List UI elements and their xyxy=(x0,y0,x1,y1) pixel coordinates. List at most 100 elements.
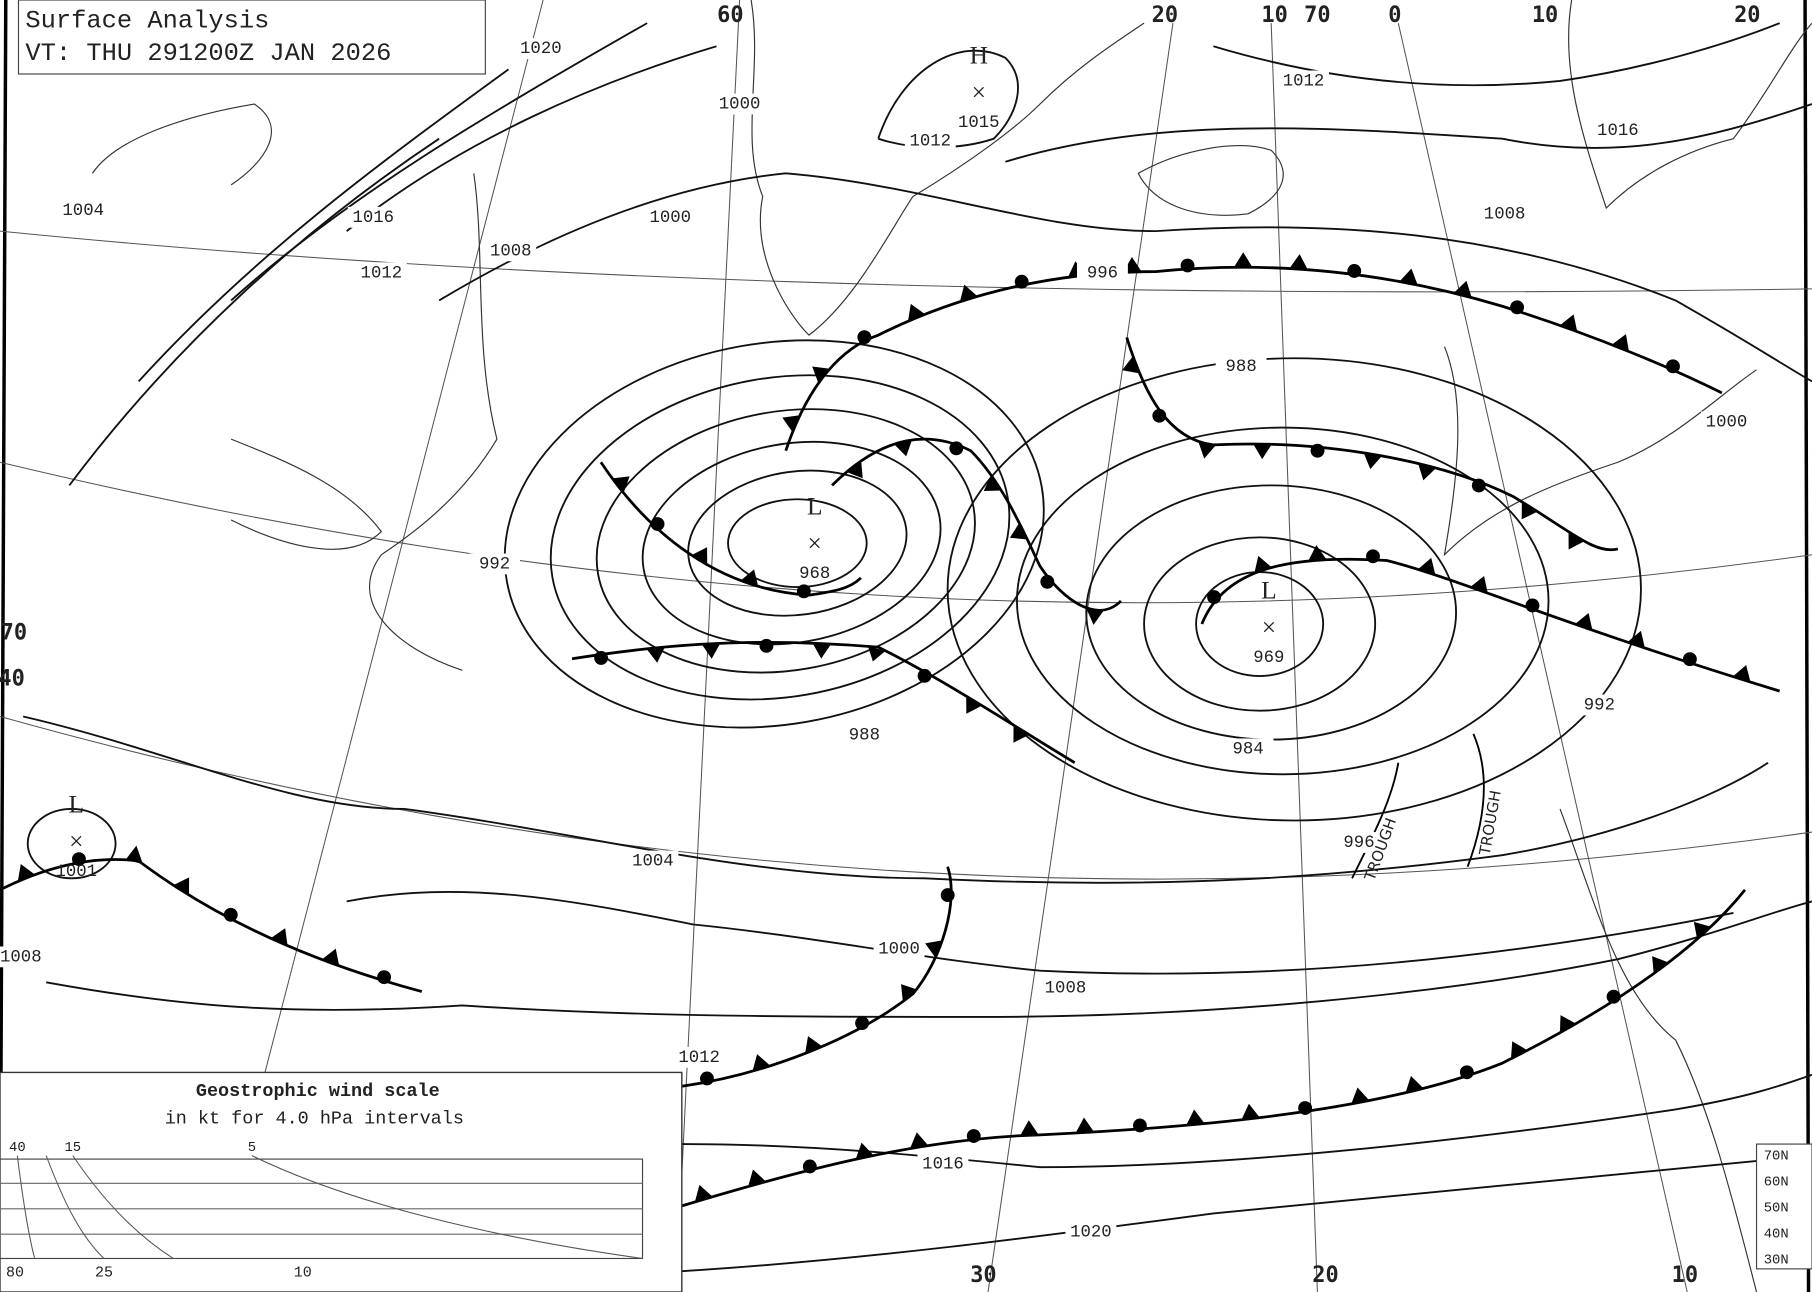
cold-front-symbol xyxy=(1470,575,1488,594)
cold-front-symbol xyxy=(1652,956,1669,974)
cold-front-symbol xyxy=(125,845,143,865)
cold-front-symbol xyxy=(846,460,863,479)
cold-front-symbol xyxy=(1559,314,1578,332)
cold-front-symbol xyxy=(17,863,35,882)
isobar-label-bg xyxy=(673,1046,725,1068)
cold-front-symbol xyxy=(1075,1117,1095,1134)
warm-front-symbol xyxy=(72,852,86,867)
grid-label: 10 xyxy=(1672,1263,1698,1288)
isobar-label: 1016 xyxy=(1597,122,1639,141)
warm-front-symbol xyxy=(1014,274,1029,289)
isobar-label-bg xyxy=(904,130,956,152)
grid-label: 30 xyxy=(970,1263,996,1288)
cold-front-symbol xyxy=(1405,1076,1424,1093)
isobar-label-bg xyxy=(1333,832,1385,853)
isobar-label-bg xyxy=(873,938,925,960)
warm-front-symbol xyxy=(700,1071,714,1086)
pressure-center-value: 968 xyxy=(799,565,830,584)
grid-label: 10 xyxy=(1261,3,1287,28)
isobar-label: 992 xyxy=(1584,697,1615,716)
warm-front-symbol xyxy=(1152,408,1167,423)
pressure-center-cross: × xyxy=(972,79,986,107)
warm-front-symbol xyxy=(949,441,964,456)
isobar-label-bg xyxy=(1077,262,1128,284)
cold-front-symbol xyxy=(925,940,943,958)
isobar-label-bg xyxy=(1040,977,1091,999)
cold-front-symbol xyxy=(740,569,759,587)
warm-front-symbol xyxy=(223,907,238,922)
isobar-label-bg xyxy=(1065,1221,1117,1243)
cold-front-symbol xyxy=(612,476,630,493)
isobar-label-bg xyxy=(1479,203,1531,225)
grid-label: 60 xyxy=(717,3,743,28)
cold-front-symbol xyxy=(691,547,708,565)
cold-front-symbol xyxy=(910,1132,929,1149)
warm-front-symbol xyxy=(650,517,665,531)
warm-front-symbol xyxy=(1682,652,1697,667)
isobar-label-bg xyxy=(1573,694,1625,716)
wind-scale-title: Geostrophic wind scale xyxy=(196,1081,440,1102)
wind-scale-latitude: 40N xyxy=(1764,1226,1789,1242)
pressure-center-type: H xyxy=(970,42,988,70)
warm-front-symbol xyxy=(1366,549,1380,564)
cold-front-symbol xyxy=(1574,612,1593,631)
wind-scale-latitude: 70N xyxy=(1764,1148,1789,1164)
isobar-label-bg xyxy=(838,724,890,746)
grid-label: 20 xyxy=(1152,3,1178,28)
cold-front-symbol xyxy=(983,475,1002,492)
grid-label: 0 xyxy=(1388,3,1401,28)
isobar-label: 988 xyxy=(1226,358,1257,377)
isobar-label: 1012 xyxy=(361,264,403,283)
isobar-label-bg xyxy=(1215,355,1267,377)
grid-label: 10 xyxy=(1532,3,1558,28)
warm-front-symbol xyxy=(857,330,872,345)
isobar-label-bg xyxy=(347,206,399,228)
isobar-label-bg xyxy=(1278,70,1329,92)
isobar-label: 1012 xyxy=(678,1049,720,1068)
pressure-center-value: 1015 xyxy=(958,114,1000,133)
pressure-center-type: L xyxy=(69,790,85,818)
cold-front-symbol xyxy=(855,1142,874,1160)
isobar-label: 1020 xyxy=(1070,1223,1112,1242)
fronts xyxy=(0,252,1781,1209)
warm-front-symbol xyxy=(1606,989,1621,1004)
valid-time: VT: THU 291200Z JAN 2026 xyxy=(25,39,391,68)
cold-front-symbol xyxy=(1186,1109,1205,1126)
isobar-label: 1004 xyxy=(62,202,104,221)
cold-front-symbol xyxy=(966,696,983,714)
isobar-label-bg xyxy=(485,240,537,262)
cold-front-symbol xyxy=(1233,252,1253,268)
cold-front-symbol xyxy=(752,1054,771,1072)
cold-front-symbol xyxy=(1559,1015,1576,1033)
cold-front-symbol xyxy=(782,415,800,433)
isobar-label: 1008 xyxy=(1484,205,1526,224)
pressure-center-value: 1001 xyxy=(55,863,97,882)
warm-front-symbol xyxy=(966,1129,981,1143)
coastlines xyxy=(91,0,1812,1292)
cold-front-symbol xyxy=(1198,441,1217,459)
isobar-label: 984 xyxy=(1232,740,1263,759)
cold-front-symbol xyxy=(959,284,978,302)
warm-front-symbol xyxy=(1298,1101,1313,1115)
cold-front-symbol xyxy=(1363,452,1382,470)
cold-front-symbol xyxy=(1122,356,1140,374)
cold-front-symbol xyxy=(805,1036,823,1054)
wind-scale-top-label: 5 xyxy=(248,1140,256,1156)
warm-front-symbol xyxy=(1459,1065,1474,1080)
wind-scale-subtitle: in kt for 4.0 hPa intervals xyxy=(165,1109,464,1130)
cold-front-symbol xyxy=(1289,254,1308,270)
pressure-center-type: L xyxy=(1261,577,1277,605)
cold-front-symbol xyxy=(1254,555,1272,574)
cold-front-symbol xyxy=(1627,630,1645,649)
wind-scale-bottom-label: 80 xyxy=(6,1263,24,1281)
cold-front-symbol xyxy=(701,643,721,659)
warm-front-symbol xyxy=(802,1159,817,1174)
warm-front-symbol xyxy=(1310,443,1325,458)
wind-scale-box xyxy=(0,1071,683,1292)
warm-front-symbol xyxy=(1525,598,1540,613)
isobar-label: 1000 xyxy=(649,209,691,228)
isobar-label: 1012 xyxy=(1283,72,1325,91)
cold-front-symbol xyxy=(1453,280,1472,298)
isobar-label: 1020 xyxy=(520,40,562,59)
